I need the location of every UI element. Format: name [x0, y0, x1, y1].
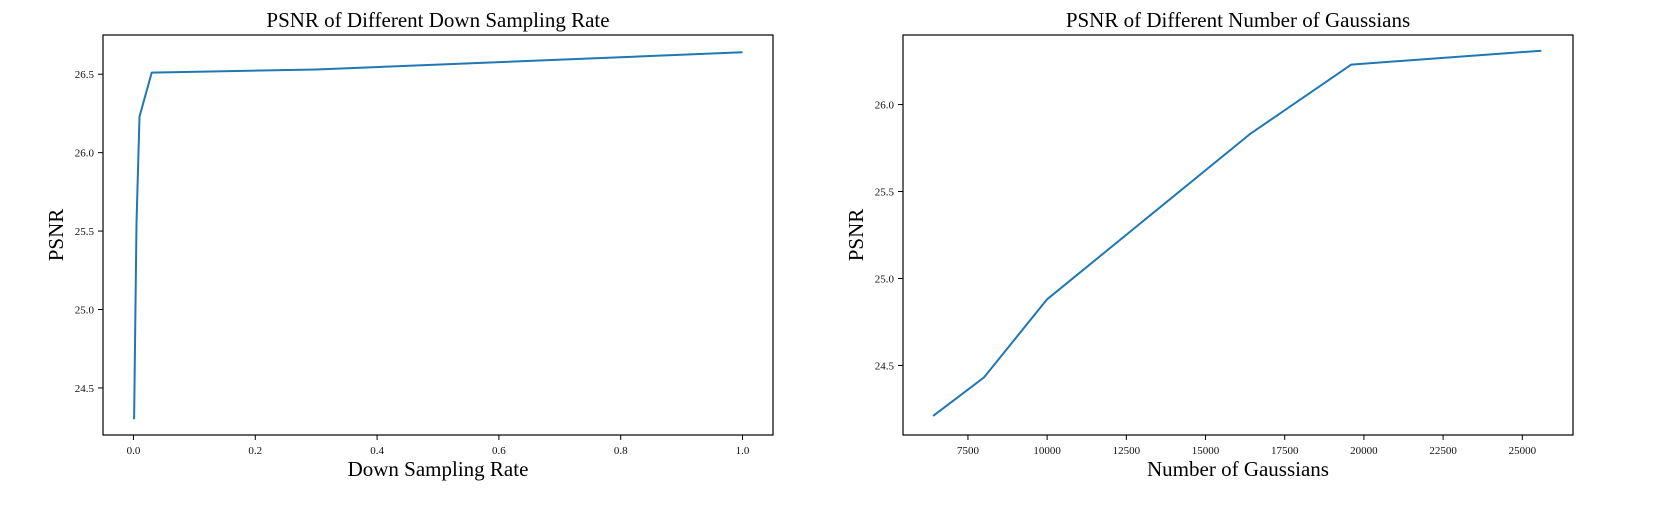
- x-tick-label: 22500: [1429, 445, 1457, 457]
- x-tick-label: 10000: [1033, 445, 1061, 457]
- axes-frame: [902, 34, 1574, 436]
- x-axis-label: Number of Gaussians: [1147, 457, 1329, 481]
- x-axis-label: Down Sampling Rate: [348, 457, 529, 481]
- y-tick-label: 25.5: [875, 187, 895, 199]
- chart-title: PSNR of Different Number of Gaussians: [1066, 8, 1410, 32]
- y-tick-label: 24.5: [875, 360, 895, 372]
- y-tick-label: 26.5: [75, 69, 95, 81]
- y-tick-label: 24.5: [75, 383, 95, 395]
- x-tick-label: 0.4: [370, 445, 384, 457]
- y-tick-label: 25.5: [75, 226, 95, 238]
- x-tick-label: 17500: [1271, 445, 1299, 457]
- x-tick-label: 25000: [1509, 445, 1537, 457]
- y-tick-label: 25.0: [875, 273, 895, 285]
- x-tick-label: 0.2: [248, 445, 262, 457]
- x-tick-label: 7500: [957, 445, 980, 457]
- axes-frame: [102, 34, 774, 436]
- y-tick-label: 25.0: [75, 305, 95, 317]
- y-axis-label: PSNR: [844, 209, 868, 262]
- series-line: [932, 49, 1542, 417]
- chart-2: PSNR of Different Number of Gaussians 750…: [844, 8, 1574, 481]
- chart-1: PSNR of Different Down Sampling Rate 0.0 0…: [44, 8, 774, 481]
- x-tick-label: 20000: [1350, 445, 1378, 457]
- chart-title: PSNR of Different Down Sampling Rate: [266, 8, 609, 32]
- x-tick-label: 0.0: [127, 445, 141, 457]
- x-tick-label: 15000: [1192, 445, 1220, 457]
- x-tick-label: 0.8: [614, 445, 628, 457]
- x-tick-label: 1.0: [736, 445, 750, 457]
- x-tick-label: 0.6: [492, 445, 506, 457]
- y-tick-label: 26.0: [875, 100, 895, 112]
- y-tick-label: 26.0: [75, 148, 95, 160]
- x-tick-label: 12500: [1113, 445, 1141, 457]
- y-axis-label: PSNR: [44, 209, 68, 262]
- series-line: [133, 51, 743, 420]
